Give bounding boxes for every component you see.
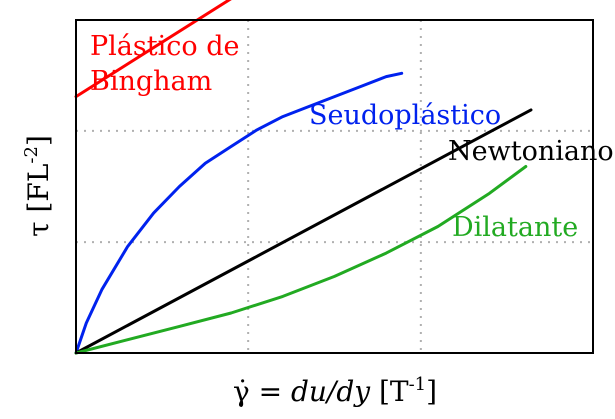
series-line-dilatante bbox=[74, 165, 528, 355]
x-axis-label-unit-sup: -1 bbox=[409, 374, 427, 395]
x-axis-label: γ̇ = du/dy [T-1] bbox=[233, 374, 437, 408]
y-axis-label-main: τ [FL bbox=[22, 164, 55, 237]
plot-frame bbox=[75, 19, 594, 354]
label-dilatante: Dilatante bbox=[452, 212, 578, 243]
y-axis-label-close: ] bbox=[22, 135, 55, 146]
y-axis-label: τ [FL-2] bbox=[21, 135, 55, 237]
series-line-bingham bbox=[74, 0, 232, 99]
series-line-newtoniano bbox=[74, 108, 533, 355]
label-newtoniano: Newtoniano bbox=[448, 136, 614, 167]
x-axis-label-prefix: γ̇ = bbox=[233, 375, 291, 408]
label-bingham-line2: Bingham bbox=[90, 66, 212, 97]
x-axis-label-unit-open: [T bbox=[370, 375, 409, 408]
x-axis-label-italic: du/dy bbox=[291, 375, 371, 408]
label-seudoplastico: Seudoplástico bbox=[309, 100, 501, 131]
series-lines bbox=[74, 0, 533, 355]
y-axis-label-sup: -2 bbox=[21, 146, 42, 164]
label-bingham-line1: Plástico de bbox=[90, 31, 239, 62]
x-axis-label-unit-close: ] bbox=[426, 375, 437, 408]
series-line-seudoplastico bbox=[74, 71, 404, 355]
